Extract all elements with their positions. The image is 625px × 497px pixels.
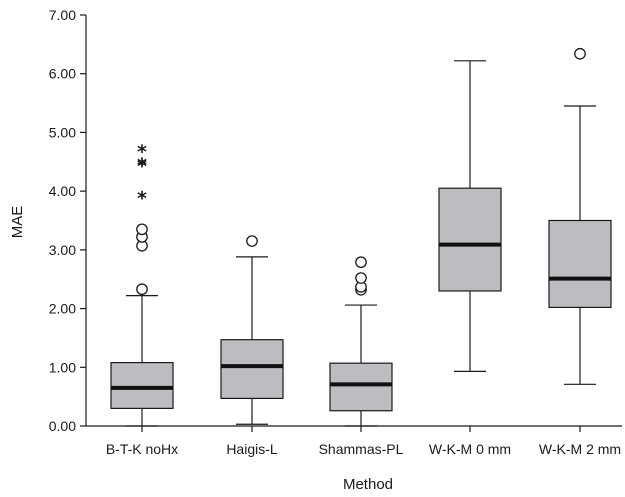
x-tick-label: Shammas-PL xyxy=(319,441,404,457)
extreme-outlier-point: * xyxy=(137,156,147,178)
x-tick-label: W-K-M 2 mm xyxy=(539,441,621,457)
outlier-point xyxy=(136,283,148,296)
iqr-box xyxy=(329,362,393,412)
x-axis-title: Method xyxy=(343,476,393,493)
y-tick-label: 6.00 xyxy=(49,66,76,82)
y-tick-label: 2.00 xyxy=(49,301,76,317)
y-tick-label: 7.00 xyxy=(49,7,76,23)
extreme-outlier-point: * xyxy=(137,154,147,176)
x-tick-label: Haigis-L xyxy=(226,441,278,457)
outlier-point xyxy=(246,235,258,247)
y-tick-label: 4.00 xyxy=(49,183,76,199)
iqr-box xyxy=(220,339,284,400)
x-tick-label: W-K-M 0 mm xyxy=(429,441,511,457)
y-tick-label: 0.00 xyxy=(49,418,76,434)
y-tick-label: 5.00 xyxy=(49,124,76,140)
plot-area: 0.00 1.00 2.00 3.00 4.00 5.00 6.00 7.00 B-T-K no… xyxy=(49,7,622,457)
extreme-outlier-point: * xyxy=(137,141,147,163)
iqr-box xyxy=(110,361,174,409)
outlier-point xyxy=(355,256,367,269)
y-tick-label: 1.00 xyxy=(49,359,76,375)
y-axis-title: MAE xyxy=(9,206,26,239)
iqr-box xyxy=(438,187,502,292)
y-tick-label: 3.00 xyxy=(49,242,76,258)
outlier-point xyxy=(136,223,148,236)
iqr-box xyxy=(548,219,612,308)
outlier-point xyxy=(355,272,367,284)
x-tick-label: B-T-K noHx xyxy=(106,441,178,457)
extreme-outlier-point: * xyxy=(137,187,147,209)
outlier-point xyxy=(574,47,586,60)
